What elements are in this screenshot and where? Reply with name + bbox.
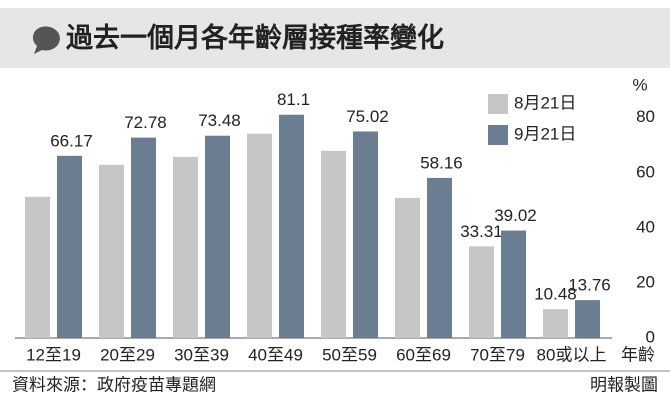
x-tick-label: 12至19 — [26, 345, 81, 364]
title-band — [0, 8, 670, 68]
bar — [427, 177, 452, 338]
legend-label: 8月21日 — [514, 93, 576, 112]
bar — [321, 150, 346, 338]
data-label: 73.48 — [198, 111, 241, 130]
data-label: 81.1 — [277, 90, 310, 109]
y-tick-label: 80 — [636, 107, 655, 126]
x-tick-label: 30至39 — [174, 345, 229, 364]
legend-label: 9月21日 — [514, 124, 576, 143]
chart-title: 過去一個月各年齡層接種率變化 — [66, 22, 444, 53]
bar — [131, 137, 156, 338]
bar — [501, 230, 526, 338]
bar — [173, 156, 198, 338]
data-label: 13.76 — [568, 276, 611, 295]
bar — [543, 309, 568, 338]
y-unit: % — [632, 75, 647, 94]
bar — [205, 135, 230, 338]
bar — [25, 196, 50, 338]
bar — [395, 197, 420, 338]
title-icon — [32, 26, 60, 54]
bar — [57, 155, 82, 338]
credit: 明報製圖 — [590, 375, 658, 394]
y-tick-label: 40 — [636, 217, 655, 236]
y-tick-label: 0 — [646, 327, 655, 346]
y-tick-label: 20 — [636, 272, 655, 291]
data-label: 66.17 — [50, 131, 93, 150]
x-tick-label: 50至59 — [322, 345, 377, 364]
y-tick-label: 60 — [636, 162, 655, 181]
bar — [469, 246, 494, 338]
bar — [279, 114, 304, 338]
x-tick-label: 80或以上 — [537, 345, 607, 364]
data-label: 10.48 — [534, 285, 577, 304]
x-tick-label: 70至79 — [470, 345, 525, 364]
x-axis-label: 年齡 — [621, 345, 655, 364]
x-tick-label: 40至49 — [248, 345, 303, 364]
data-label: 39.02 — [494, 206, 537, 225]
bar — [99, 164, 124, 338]
data-label: 58.16 — [420, 153, 463, 172]
x-tick-label: 60至69 — [396, 345, 451, 364]
source: 資料來源：政府疫苗專題網 — [12, 375, 216, 394]
bar — [247, 133, 272, 338]
legend-swatch — [488, 94, 508, 114]
data-label: 75.02 — [346, 107, 389, 126]
data-label: 72.78 — [124, 113, 167, 132]
data-label: 33.31 — [460, 222, 503, 241]
bar — [353, 131, 378, 338]
x-tick-label: 20至29 — [100, 345, 155, 364]
bar — [575, 300, 600, 338]
legend-swatch — [488, 125, 508, 145]
